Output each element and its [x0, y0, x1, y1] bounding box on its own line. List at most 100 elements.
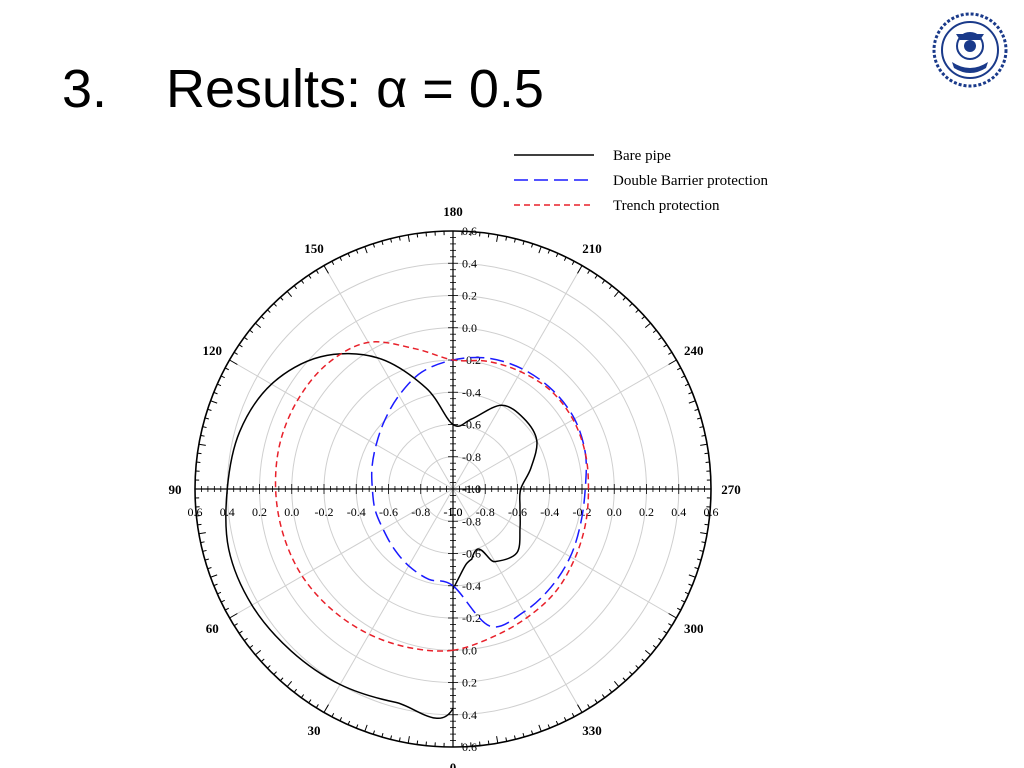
- radial-tick-labels: 0.6 0.6 0.6 0.6 0.4 0.4 0.4 0.4 0.2 0.2 0.2 0.2 0.0 0…: [188, 224, 719, 754]
- angle-tick: [641, 658, 646, 663]
- angle-tick: [207, 567, 212, 570]
- angle-tick: [204, 558, 209, 561]
- angle-tick: [677, 367, 682, 371]
- radial-tick-label: -0.8: [462, 450, 481, 464]
- angle-label: 30: [308, 723, 321, 738]
- angle-tick: [704, 452, 709, 455]
- radial-tick-label: -1.0: [462, 482, 481, 496]
- angle-tick: [293, 688, 298, 693]
- angle-tick: [416, 233, 419, 238]
- angle-tick: [608, 688, 613, 693]
- angle-tick: [697, 558, 702, 561]
- angle-tick: [701, 434, 706, 437]
- angle-tick: [407, 736, 410, 744]
- angle-tick: [224, 367, 229, 371]
- angle-label: 330: [582, 723, 602, 738]
- angle-tick: [522, 240, 525, 245]
- angle-tick: [571, 260, 575, 265]
- angle-label: 0: [450, 760, 457, 768]
- angle-tick: [238, 630, 243, 634]
- grid-spoke: [229, 359, 454, 490]
- angle-label: 240: [684, 343, 704, 358]
- legend: Bare pipe Double Barrier protection Trench…: [514, 148, 768, 214]
- angle-tick: [555, 253, 559, 258]
- angle-tick: [563, 717, 567, 722]
- radial-tick-label: -0.4: [462, 385, 481, 399]
- angle-tick: [217, 383, 222, 387]
- angle-tick: [204, 417, 209, 420]
- angle-tick: [372, 243, 375, 248]
- angle-tick: [563, 256, 567, 261]
- angle-tick: [587, 704, 591, 709]
- angle-tick: [243, 637, 248, 642]
- angle-tick: [207, 408, 212, 411]
- angle-label: 90: [169, 482, 182, 497]
- angle-tick: [531, 243, 534, 248]
- angle-tick: [547, 249, 551, 254]
- angle-tick: [233, 351, 238, 355]
- angle-label: 270: [721, 482, 741, 497]
- angle-label: 180: [443, 204, 463, 219]
- angle-tick: [224, 607, 229, 611]
- angle-tick: [668, 623, 673, 627]
- angle-tick: [407, 234, 410, 242]
- angle-tick: [613, 291, 620, 298]
- angle-tick: [308, 699, 312, 704]
- angle-label: 300: [684, 621, 704, 636]
- angle-tick: [594, 274, 598, 279]
- angle-tick: [635, 309, 639, 313]
- angle-tick: [663, 630, 668, 634]
- angle-tick: [197, 523, 202, 526]
- angle-tick: [238, 344, 243, 348]
- radial-tick-label: 0.2: [462, 676, 477, 690]
- angle-tick: [416, 740, 419, 745]
- angle-tick: [200, 541, 205, 544]
- angle-ticks: [195, 231, 711, 747]
- angle-tick: [668, 351, 673, 355]
- angle-tick: [198, 532, 206, 535]
- angle-tick: [505, 737, 508, 742]
- angle-tick: [260, 315, 265, 320]
- grid-spoke: [452, 488, 583, 713]
- angle-tick: [622, 677, 627, 682]
- angle-tick: [513, 238, 516, 243]
- angle-tick: [629, 671, 633, 675]
- angle-tick: [255, 649, 262, 656]
- angle-tick: [487, 740, 490, 745]
- radial-tick-label: 0.2: [252, 505, 267, 519]
- angle-tick: [243, 336, 248, 341]
- angle-tick: [279, 677, 284, 682]
- angle-tick: [364, 246, 368, 254]
- angle-labels: 0 30 60 90 120 150 180 210 240 270 300 330: [169, 204, 741, 768]
- angle-tick: [608, 285, 613, 290]
- radial-tick-label: -0.2: [462, 611, 481, 625]
- angle-tick: [681, 599, 686, 603]
- angle-tick: [202, 549, 207, 552]
- grid-spoke: [452, 265, 583, 490]
- angle-tick: [398, 236, 401, 241]
- angle-tick: [220, 375, 225, 379]
- angle-label: 150: [304, 241, 324, 256]
- angle-tick: [701, 541, 706, 544]
- radial-tick-label: -0.8: [411, 505, 430, 519]
- angle-tick: [355, 724, 359, 729]
- legend-label: Trench protection: [613, 198, 720, 214]
- angle-tick: [198, 443, 206, 446]
- angle-tick: [390, 735, 393, 740]
- angle-tick: [629, 303, 633, 307]
- legend-label: Bare pipe: [613, 148, 671, 164]
- angle-tick: [260, 658, 265, 663]
- angle-tick: [229, 359, 238, 365]
- angle-tick: [300, 694, 305, 699]
- angle-tick: [658, 336, 663, 341]
- angle-tick: [273, 303, 277, 307]
- angle-tick: [681, 375, 686, 379]
- angle-tick: [213, 391, 218, 395]
- angle-tick: [267, 309, 271, 313]
- radial-tick-label: 0.4: [462, 256, 477, 270]
- angle-tick: [355, 249, 359, 254]
- angle-tick: [267, 665, 271, 669]
- angle-tick: [688, 391, 693, 395]
- angle-tick: [652, 329, 657, 334]
- slide-number: 3.: [62, 59, 108, 119]
